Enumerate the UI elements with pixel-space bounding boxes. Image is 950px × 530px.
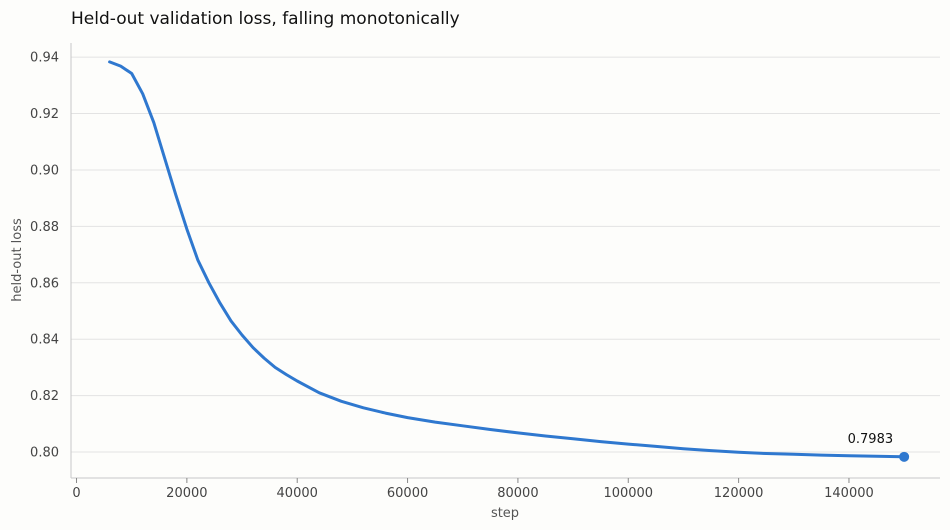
y-tick-label: 0.84: [30, 333, 59, 348]
y-tick-label: 0.90: [30, 163, 59, 178]
x-tick-label: 100000: [603, 486, 653, 501]
axes: 0.80 0.82 0.84 0.86 0.88 0.90 0.92 0.94 0 20000 40…: [30, 43, 940, 501]
y-tick-label: 0.80: [30, 446, 59, 461]
y-tick-label: 0.86: [30, 276, 59, 291]
x-tick-label: 60000: [387, 486, 428, 501]
x-tick-label: 0: [72, 486, 80, 501]
x-tick-label: 80000: [497, 486, 538, 501]
y-tick-label: 0.92: [30, 107, 59, 122]
x-tick-label: 20000: [166, 486, 207, 501]
x-axis-label: step: [491, 506, 519, 521]
x-tick-label: 40000: [277, 486, 318, 501]
x-tick-label: 140000: [824, 486, 874, 501]
final-point-marker: [899, 451, 910, 462]
y-tick-label: 0.88: [30, 220, 59, 235]
chart-title: Held-out validation loss, falling monoto…: [71, 9, 460, 29]
x-tick-label: 120000: [714, 486, 764, 501]
annotations: 0.7983: [848, 432, 910, 462]
grid-lines: [71, 56, 940, 453]
y-axis-label: held-out loss: [10, 218, 25, 302]
series-line: [108, 60, 906, 459]
y-tick-label: 0.82: [30, 389, 59, 404]
y-tick-label: 0.94: [30, 51, 59, 66]
final-value-label: 0.7983: [848, 432, 894, 447]
series-layer: [108, 60, 906, 459]
